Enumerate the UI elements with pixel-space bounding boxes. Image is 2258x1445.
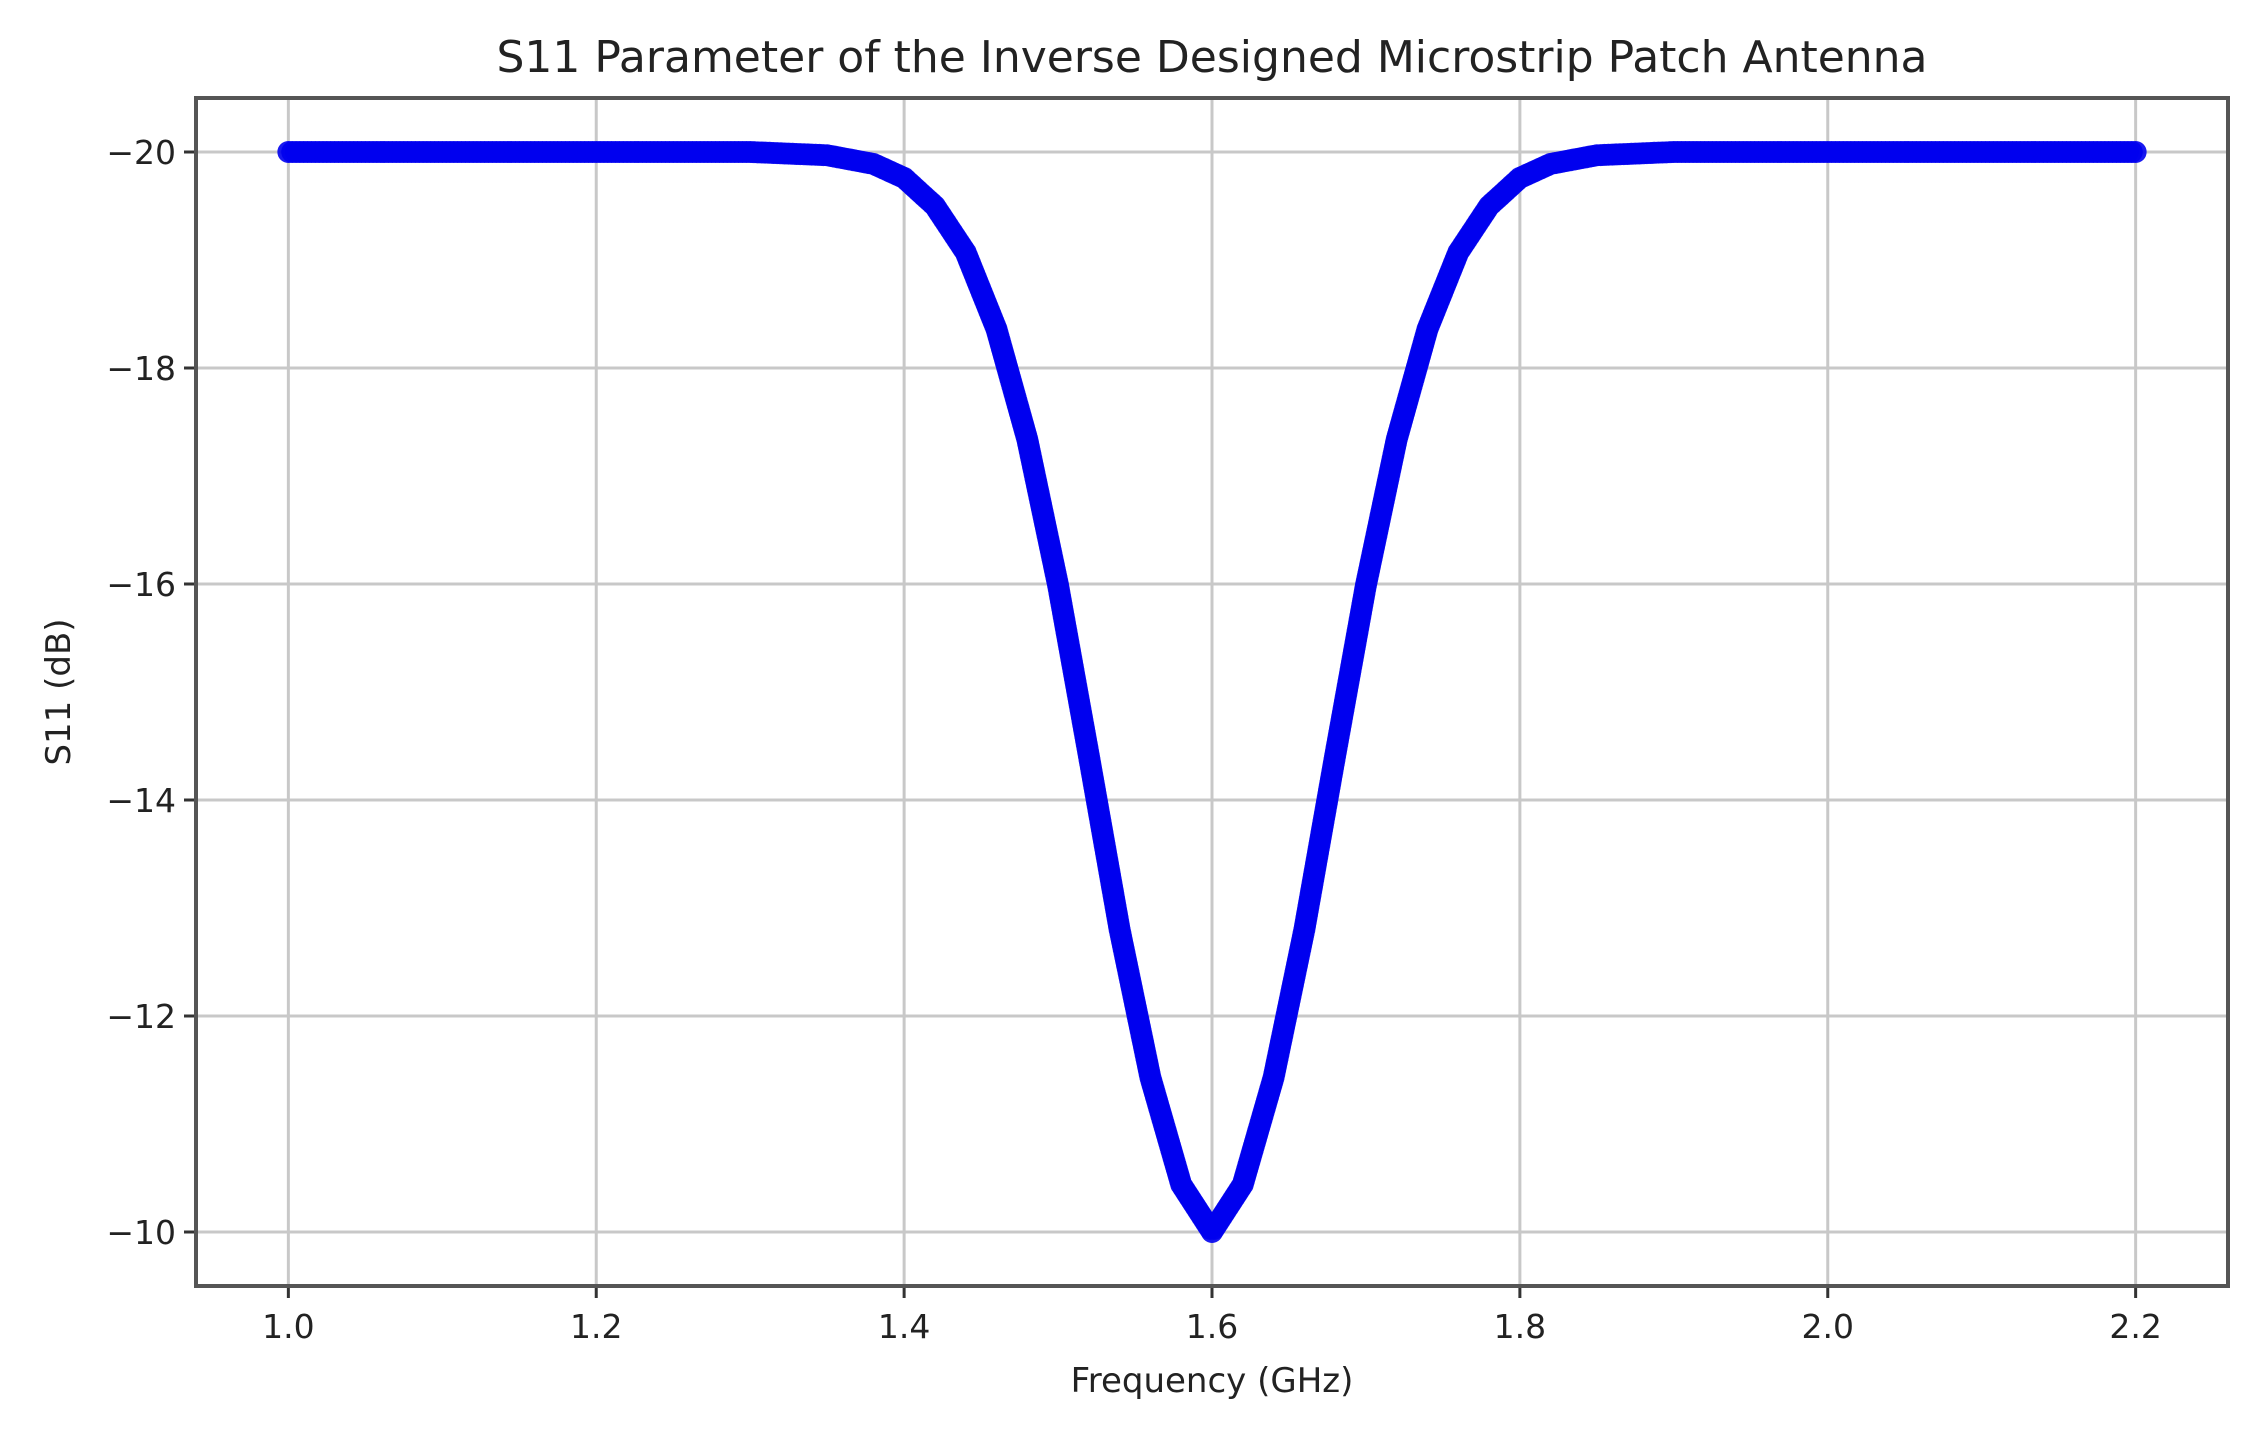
x-tick-label: 1.8 — [1494, 1307, 1546, 1346]
y-tick-label: −14 — [106, 781, 176, 820]
y-tick-label: −16 — [106, 565, 176, 604]
x-tick-label: 2.0 — [1802, 1307, 1854, 1346]
y-tick-label: −12 — [106, 997, 176, 1036]
y-axis-label: S11 (dB) — [39, 618, 79, 765]
x-tick-label: 1.4 — [878, 1307, 930, 1346]
axis-ticks: 1.0 1.2 1.4 1.6 1.8 2.0 2.2 −20 −18 −16 −14 −12 −10 — [106, 133, 2162, 1346]
x-tick-label: 2.2 — [2109, 1307, 2161, 1346]
x-tick-label: 1.2 — [570, 1307, 622, 1346]
x-axis-label: Frequency (GHz) — [1071, 1361, 1354, 1401]
data-point — [2124, 141, 2147, 163]
data-points — [277, 141, 2147, 1243]
x-tick-label: 1.6 — [1186, 1307, 1238, 1346]
y-tick-label: −10 — [106, 1213, 176, 1252]
y-tick-label: −20 — [106, 133, 176, 172]
axes-frame — [194, 96, 2230, 1288]
chart-title: S11 Parameter of the Inverse Designed Mi… — [496, 32, 1927, 83]
y-tick-label: −18 — [106, 349, 176, 388]
x-tick-label: 1.0 — [262, 1307, 314, 1346]
